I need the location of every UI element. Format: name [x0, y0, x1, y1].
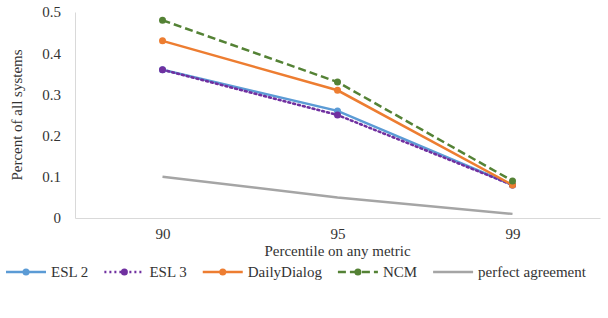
legend-item: ESL 2 — [6, 264, 88, 280]
legend-item: perfect agreement — [433, 264, 587, 280]
series-marker — [334, 79, 341, 86]
y-axis-title: Percent of all systems — [9, 49, 25, 180]
y-tick: 0.5 — [42, 4, 75, 20]
x-tick-label: 99 — [506, 226, 521, 242]
series-marker — [159, 66, 166, 73]
plot-area: 0 0.1 0.2 0.3 0.4 0.5 90 95 99 — [42, 4, 600, 241]
y-tick-label: 0.4 — [42, 46, 61, 62]
series-layer — [159, 17, 516, 214]
x-axis-title: Percentile on any metric — [264, 243, 411, 259]
series-marker — [159, 37, 166, 44]
x-tick: 95 — [331, 218, 346, 242]
y-tick: 0.3 — [42, 87, 75, 103]
y-tick-label: 0 — [54, 210, 62, 226]
y-tick: 0 — [54, 210, 76, 226]
legend: ESL 2 ESL 3 DailyDialog NCM perfect agreemen… — [6, 264, 587, 280]
series-line — [163, 70, 513, 185]
y-axis-line — [75, 13, 76, 219]
legend-item: ESL 3 — [104, 264, 186, 280]
x-tick-label: 90 — [156, 226, 171, 242]
legend-marker — [219, 269, 226, 276]
chart: 0 0.1 0.2 0.3 0.4 0.5 90 95 99 Percentile on any … — [0, 0, 608, 318]
series-line — [163, 70, 513, 185]
y-tick-label: 0.1 — [42, 169, 61, 185]
y-tick: 0.1 — [42, 169, 75, 185]
series-marker — [509, 177, 516, 184]
y-tick: 0.4 — [42, 46, 75, 62]
legend-label: DailyDialog — [248, 264, 323, 280]
x-axis-line — [76, 218, 601, 219]
series-line — [163, 20, 513, 181]
y-tick-label: 0.3 — [42, 87, 61, 103]
y-tick-label: 0.2 — [42, 128, 61, 144]
legend-marker — [23, 269, 30, 276]
series-marker — [334, 112, 341, 119]
series-marker — [334, 87, 341, 94]
legend-item: NCM — [338, 264, 417, 280]
legend-label: ESL 3 — [149, 264, 186, 280]
x-axis: 90 95 99 — [76, 218, 601, 242]
y-tick: 0.2 — [42, 128, 75, 144]
legend-marker — [354, 269, 361, 276]
legend-label: NCM — [383, 264, 417, 280]
x-tick: 90 — [156, 218, 171, 242]
legend-label: ESL 2 — [51, 264, 88, 280]
series-line — [163, 177, 513, 214]
legend-swatch — [433, 271, 473, 274]
legend-marker — [121, 269, 128, 276]
y-tick-label: 0.5 — [42, 4, 61, 20]
series-line — [163, 41, 513, 185]
legend-label: perfect agreement — [478, 264, 587, 280]
y-axis: 0 0.1 0.2 0.3 0.4 0.5 — [42, 4, 75, 226]
series-marker — [159, 17, 166, 24]
legend-item: DailyDialog — [203, 264, 323, 280]
x-tick: 99 — [506, 218, 521, 242]
series-marker — [159, 66, 166, 73]
x-tick-label: 95 — [331, 226, 346, 242]
